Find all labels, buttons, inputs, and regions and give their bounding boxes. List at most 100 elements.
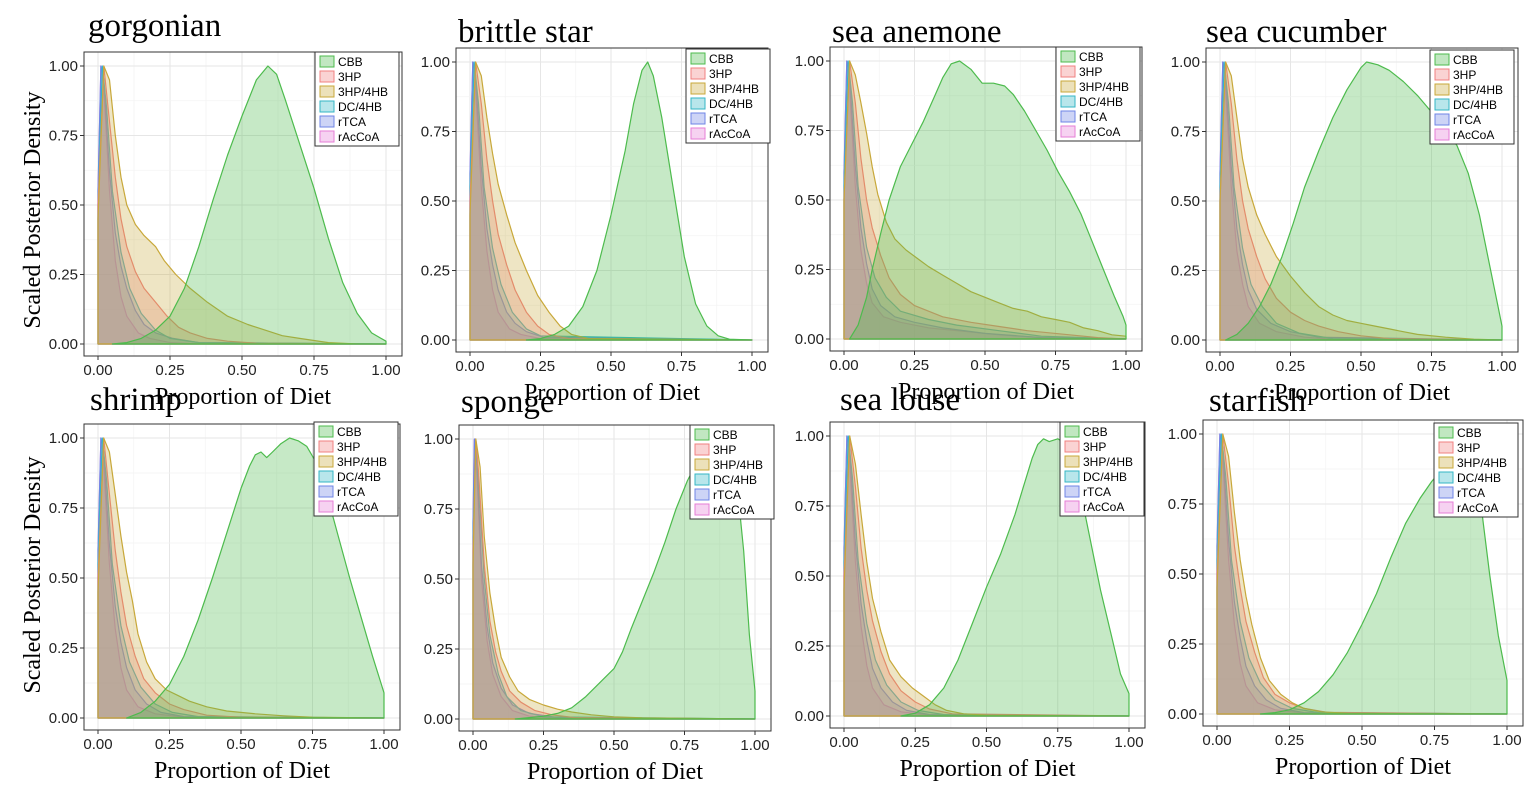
panel-starfish-area-dc-4hb: [1216, 433, 1508, 715]
panel-sponge-area-3hp: [472, 438, 756, 720]
panel-sea-louse-legend-label-3hp-4hb: 3HP/4HB: [1083, 455, 1133, 469]
panel-shrimp-area-dc-4hb: [97, 437, 385, 719]
panel-gorgonian-ytick-label: 0.75: [49, 128, 78, 145]
panel-sea-cucumber-ytick-label: 0.25: [1171, 263, 1200, 280]
panel-sea-anemone-ytick-label: 0.50: [795, 192, 824, 209]
panel-sea-cucumber-frame: [1205, 47, 1519, 353]
panel-sea-anemone-ytick-label: 1.00: [795, 53, 824, 70]
panel-sea-louse-legend-key-cbb: [1064, 425, 1080, 438]
panel-sea-louse-area-3hp-4hb: [843, 435, 1130, 717]
panel-brittle-star-title: brittle star: [458, 14, 593, 50]
panel-starfish-ytick-label: 0.25: [1168, 636, 1197, 653]
panel-brittle-star-ytick-label: 0.50: [421, 193, 450, 210]
panel-starfish-x-axis-label: Proportion of Diet: [1275, 754, 1451, 780]
panel-gorgonian-ytick-label: 1.00: [49, 58, 78, 75]
panel-sea-louse-area-dc-4hb: [843, 435, 1130, 717]
panel-sea-cucumber-legend-label-3hp: 3HP: [1453, 68, 1476, 82]
panel-sponge-ytick-label: 0.75: [424, 501, 453, 518]
panel-gorgonian-ytick-label: 0.00: [49, 336, 78, 353]
panel-sea-anemone-legend-key-raccoa: [1060, 125, 1076, 138]
panel-sea-louse-ytick-label: 0.50: [795, 568, 824, 585]
panel-sea-anemone-legend-key-cbb: [1060, 50, 1076, 63]
panel-gorgonian-legend-key-dc-4hb: [319, 100, 335, 113]
panel-sea-louse-legend-key-3hp: [1064, 440, 1080, 453]
panel-sea-anemone-legend-label-dc-4hb: DC/4HB: [1079, 95, 1123, 109]
panel-shrimp-legend-label-3hp: 3HP: [337, 440, 360, 454]
panel-gorgonian-legend-label-cbb: CBB: [338, 55, 363, 69]
panel-brittle-star-xtick-label: 0.00: [455, 358, 484, 375]
panel-sponge: sponge 0.00 0.25 0.50 0.75 1.00 0.00 0.25 0.50 0.…: [424, 384, 775, 785]
y-axis-label-top: Scaled Posterior Density: [20, 91, 46, 328]
panel-sea-anemone-legend-key-3hp: [1060, 65, 1076, 78]
panel-shrimp-legend-label-dc-4hb: DC/4HB: [337, 470, 381, 484]
panel-gorgonian: gorgonian 0.00 0.25 0.50 0.75 1.00 0.00 0.25 0.5…: [49, 8, 403, 410]
panel-sea-cucumber-legend-label-dc-4hb: DC/4HB: [1453, 98, 1497, 112]
panel-sponge-xtick-label: 0.50: [599, 737, 628, 754]
panel-shrimp-legend-key-dc-4hb: [318, 470, 334, 483]
panel-brittle-star-area-3hp-4hb: [469, 61, 753, 341]
panel-sea-anemone: sea anemone 0.00 0.25 0.50 0.75 1.00 0.00 0.25 0…: [795, 14, 1143, 405]
panel-shrimp-ytick-label: 0.50: [49, 570, 78, 587]
panel-sponge-legend-key-dc-4hb: [694, 473, 710, 486]
panel-gorgonian-title: gorgonian: [88, 8, 221, 44]
panel-sea-anemone-ytick-label: 0.75: [795, 123, 824, 140]
panel-gorgonian-area-cbb: [111, 65, 387, 345]
panel-sea-cucumber-ytick-label: 0.75: [1171, 124, 1200, 141]
panel-gorgonian-area-dc-4hb: [97, 65, 387, 345]
panel-sea-anemone-area-3hp-4hb: [843, 60, 1127, 340]
panel-sponge-legend-label-3hp: 3HP: [713, 443, 736, 457]
panel-starfish-legend-key-raccoa: [1438, 501, 1454, 514]
panel-sea-cucumber-legend-key-3hp-4hb: [1434, 83, 1450, 96]
panel-sponge-xtick-label: 0.75: [670, 737, 699, 754]
panel-gorgonian-legend-key-3hp-4hb: [319, 85, 335, 98]
panel-gorgonian-frame: [83, 51, 403, 357]
panel-sea-cucumber-legend-box: [1429, 49, 1515, 145]
panel-sea-cucumber-legend-label-cbb: CBB: [1453, 53, 1478, 67]
panel-sponge-legend-box: [689, 424, 775, 520]
panel-sponge-xtick-label: 1.00: [740, 737, 769, 754]
panel-brittle-star-xtick-label: 1.00: [737, 358, 766, 375]
panel-sea-anemone-legend-label-cbb: CBB: [1079, 50, 1104, 64]
panel-sea-louse-legend-label-cbb: CBB: [1083, 425, 1108, 439]
panel-brittle-star: brittle star 0.00 0.25 0.50 0.75 1.00 0.00 0.25…: [421, 14, 771, 406]
panel-sea-anemone-legend-key-rtca: [1060, 110, 1076, 123]
panel-shrimp-legend-label-3hp-4hb: 3HP/4HB: [337, 455, 387, 469]
panel-brittle-star-ytick-label: 0.00: [421, 332, 450, 349]
panel-gorgonian-legend-label-3hp: 3HP: [338, 70, 361, 84]
panel-sea-anemone-xtick-label: 0.75: [1041, 357, 1070, 374]
panel-sea-louse-ytick-label: 0.25: [795, 638, 824, 655]
panel-shrimp-xtick-label: 0.50: [226, 736, 255, 753]
panel-gorgonian-legend-key-cbb: [319, 55, 335, 68]
panel-sea-louse-ytick-label: 0.00: [795, 708, 824, 725]
panel-sea-cucumber-title: sea cucumber: [1206, 14, 1387, 50]
panel-starfish-legend-key-rtca: [1438, 486, 1454, 499]
panel-sea-louse-legend-key-raccoa: [1064, 500, 1080, 513]
panel-sponge-legend-key-3hp: [694, 443, 710, 456]
panel-shrimp-ytick-label: 0.25: [49, 640, 78, 657]
panel-sponge-legend-label-dc-4hb: DC/4HB: [713, 473, 757, 487]
panel-shrimp-ytick-label: 0.75: [49, 500, 78, 517]
panel-brittle-star-legend-key-rtca: [690, 112, 706, 125]
panel-sea-anemone-xtick-label: 0.50: [970, 357, 999, 374]
panel-gorgonian-legend-label-3hp-4hb: 3HP/4HB: [338, 85, 388, 99]
panel-sea-anemone-legend-key-3hp-4hb: [1060, 80, 1076, 93]
panel-sea-anemone-xtick-label: 1.00: [1111, 357, 1140, 374]
panel-shrimp-area-3hp: [97, 437, 385, 719]
panel-brittle-star-ytick-label: 0.25: [421, 263, 450, 280]
panel-sea-cucumber-ytick-label: 0.00: [1171, 332, 1200, 349]
panel-sea-louse-area-rtca: [843, 435, 1130, 717]
panel-starfish-xtick-label: 0.75: [1420, 732, 1449, 749]
panel-shrimp-title: shrimp: [90, 382, 182, 418]
panel-starfish-area-3hp-4hb: [1216, 433, 1508, 715]
panel-shrimp-xtick-label: 0.25: [155, 736, 184, 753]
panel-sponge-ytick-label: 1.00: [424, 431, 453, 448]
panel-sea-louse-xtick-label: 0.75: [1043, 734, 1072, 751]
panel-gorgonian-x-axis-label: Proportion of Diet: [155, 384, 331, 410]
panel-gorgonian-area-3hp-4hb: [97, 65, 387, 345]
panel-sea-cucumber-x-axis-label: Proportion of Diet: [1274, 380, 1450, 406]
panel-sea-louse-x-axis-label: Proportion of Diet: [900, 756, 1076, 782]
